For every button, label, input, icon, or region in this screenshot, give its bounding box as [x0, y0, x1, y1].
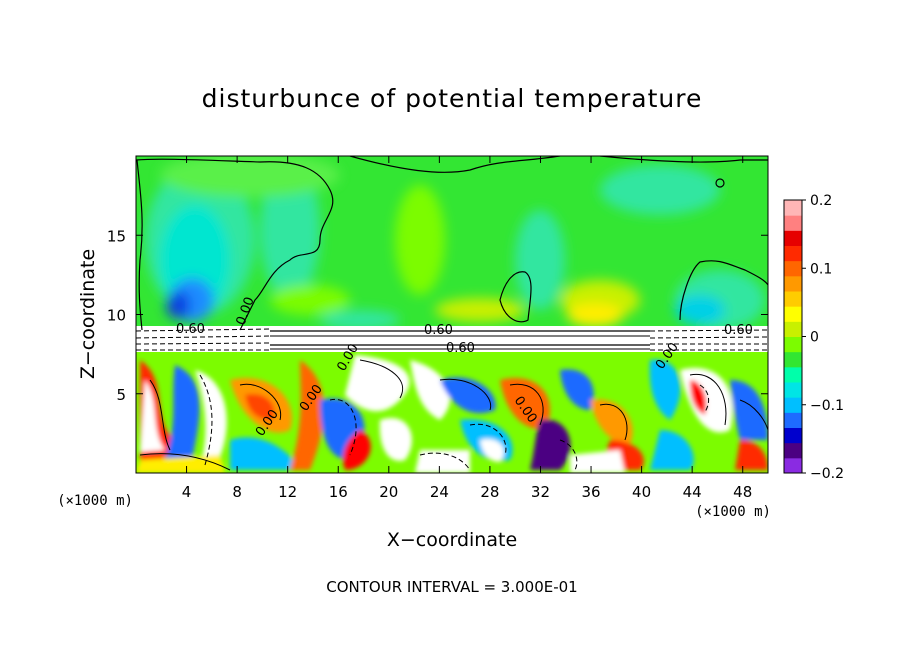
x-tick-label: 36: [581, 483, 600, 501]
colorbar-swatch: [784, 200, 802, 216]
y-axis-title: Z−coordinate: [77, 249, 99, 379]
x-tick-label: 16: [329, 483, 348, 501]
colorbar-swatch: [784, 442, 802, 459]
x-axis: 4 8 12 16 20 24 28 32 36 40 44 48: [182, 156, 752, 501]
contour-label: 0.60: [176, 322, 205, 337]
x-axis-title: X−coordinate: [387, 529, 517, 551]
colorbar-swatch: [784, 321, 802, 337]
colorbar-swatch: [784, 366, 802, 383]
chart-title: disturbunce of potential temperature: [201, 84, 703, 113]
colorbar-tick-label: −0.1: [810, 398, 844, 414]
contour-interval-note: CONTOUR INTERVAL = 3.000E-01: [326, 578, 578, 596]
x-tick-label: 28: [480, 483, 499, 501]
y-tick-label: 10: [107, 307, 126, 325]
colorbar-swatch: [784, 245, 802, 262]
x-tick-label: 48: [733, 483, 752, 501]
colorbar-tick-label: 0: [810, 330, 819, 346]
y-axis: 5 10 15: [107, 227, 768, 404]
colorbar-swatch: [784, 397, 802, 413]
colorbar-tick-label: −0.2: [810, 466, 844, 482]
colorbar-swatch: [784, 215, 802, 231]
x-unit-label-left: (×1000 m): [57, 493, 133, 509]
colorbar-tick-label: 0.1: [810, 261, 832, 277]
x-tick-label: 24: [430, 483, 449, 501]
lower-contours: [139, 359, 768, 471]
colorbar-swatch: [784, 306, 802, 322]
contour-label: 0.60: [724, 323, 753, 338]
x-tick-label: 8: [232, 483, 242, 501]
contour-lines: [136, 156, 768, 331]
x-tick-label: 4: [182, 483, 192, 501]
x-tick-label: 20: [379, 483, 398, 501]
colorbar-swatch: [784, 260, 802, 277]
colorbar-swatch: [784, 230, 802, 246]
colorbar-swatch: [784, 382, 802, 398]
y-tick-label: 15: [107, 227, 126, 245]
colorbar-swatch: [784, 275, 802, 292]
contour-label: 0.60: [446, 341, 475, 356]
y-tick-label: 5: [116, 386, 126, 404]
colorbar-swatch: [784, 291, 802, 307]
colorbar-swatch: [784, 336, 802, 353]
colorbar: 0.2 0.1 0 −0.1 −0.2: [783, 193, 844, 482]
heatmap-field: 0.00 0.60 0.60 0.60 0.60 0.00 0.00 0.00 …: [136, 156, 768, 473]
x-tick-label: 40: [632, 483, 651, 501]
inversion-contours: [136, 328, 768, 351]
colorbar-swatch: [784, 457, 802, 474]
x-tick-label: 12: [278, 483, 297, 501]
x-tick-label: 44: [683, 483, 702, 501]
contour-label: 0.60: [424, 323, 453, 338]
colorbar-swatch: [784, 427, 802, 444]
x-unit-label-right: (×1000 m): [695, 504, 771, 520]
x-tick-label: 32: [531, 483, 550, 501]
colorbar-swatch: [784, 351, 802, 368]
colorbar-tick-label: 0.2: [810, 193, 832, 209]
colorbar-swatch: [784, 412, 802, 428]
